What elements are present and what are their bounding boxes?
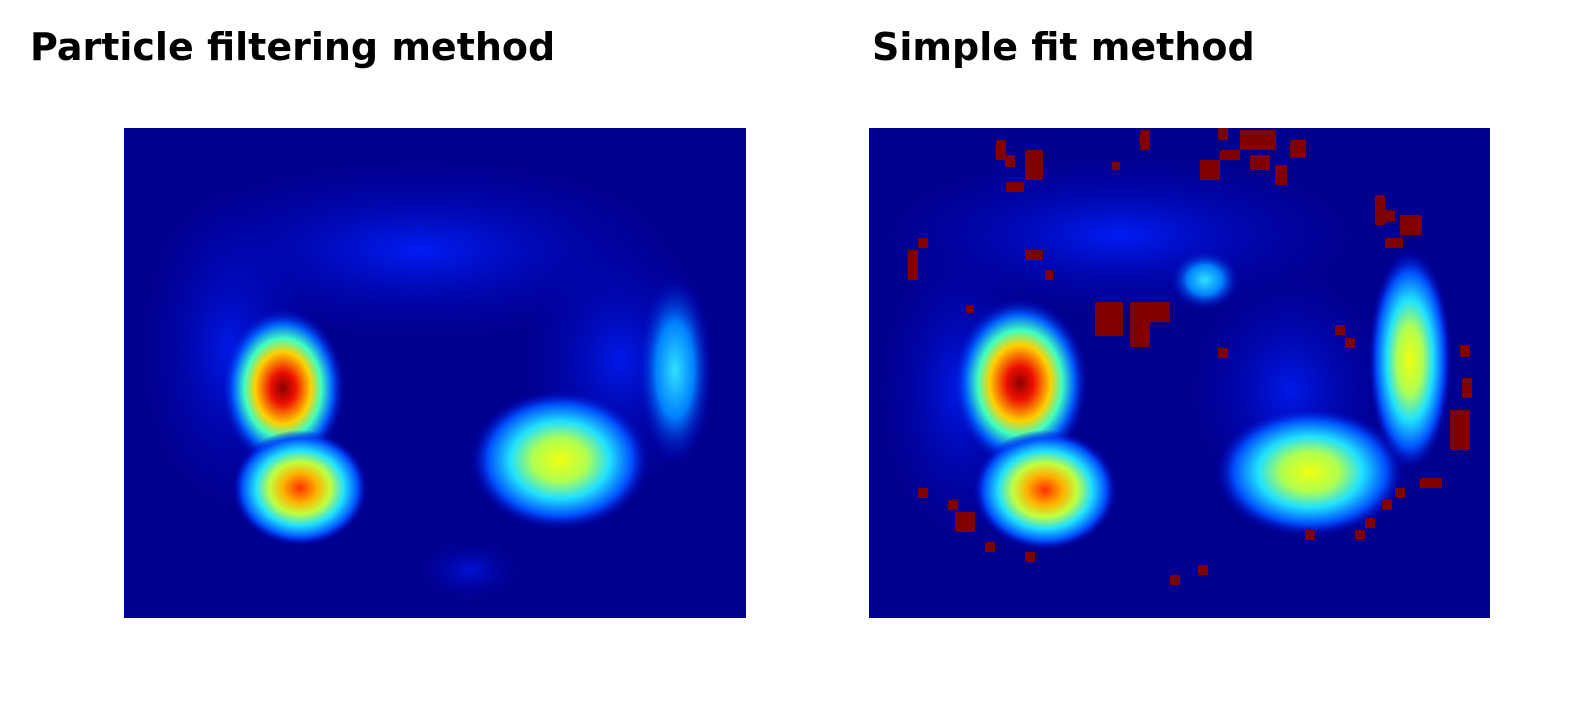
heatmap-image <box>869 128 1490 618</box>
panel-title: Particle filtering method <box>30 25 555 69</box>
speckles <box>908 128 1472 585</box>
heatmap-image <box>124 128 746 618</box>
panel-title: Simple fit method <box>872 25 1255 69</box>
